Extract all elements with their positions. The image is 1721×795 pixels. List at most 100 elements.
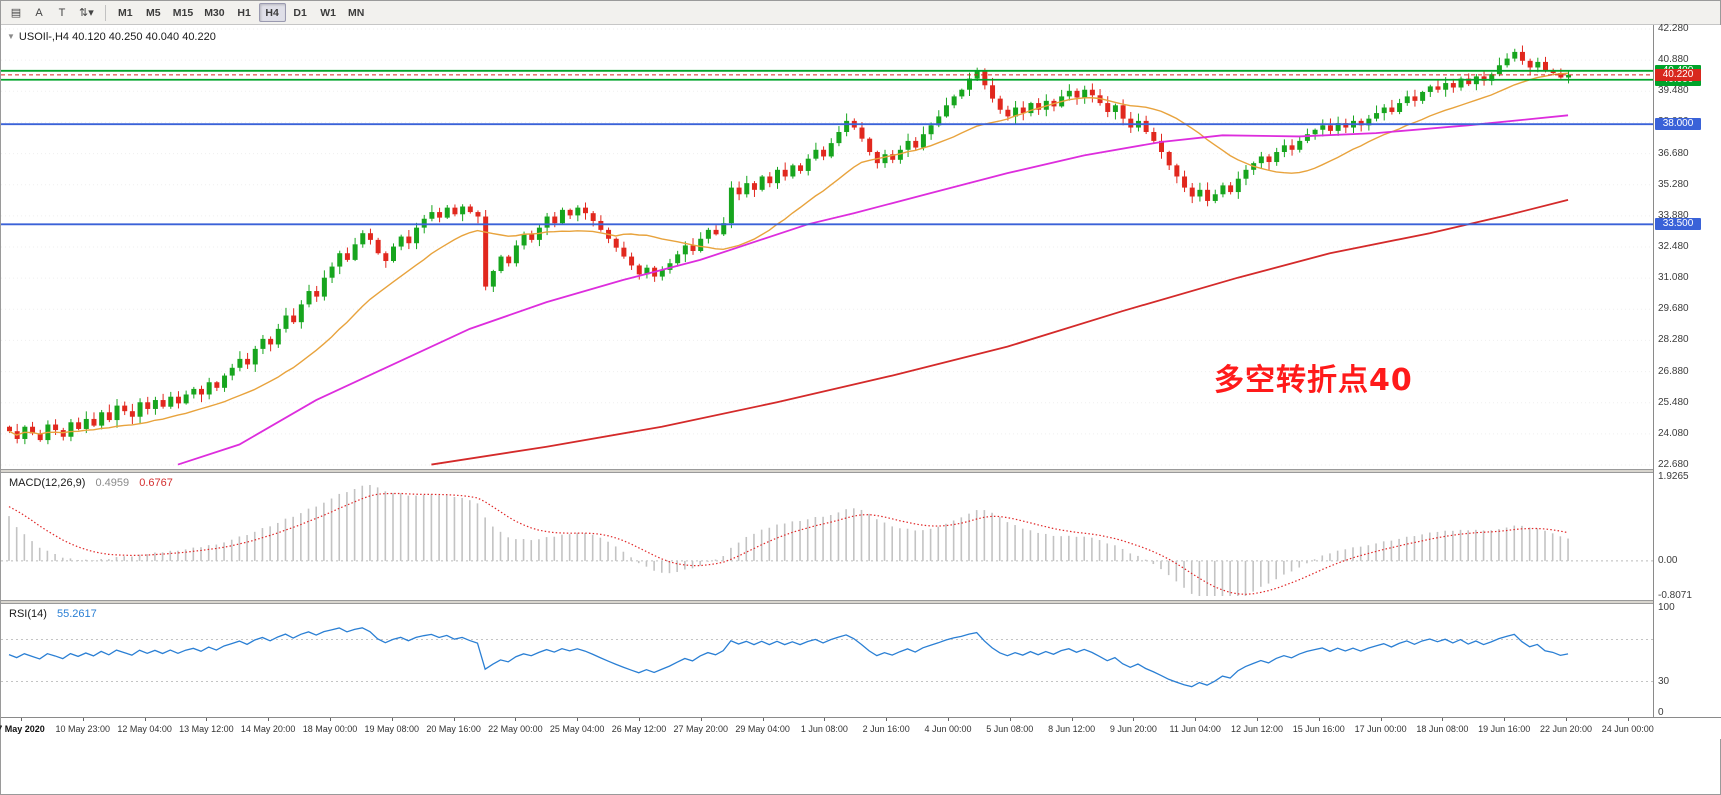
time-tick xyxy=(515,718,517,721)
time-tick xyxy=(1442,718,1444,721)
time-tick xyxy=(639,718,640,721)
rsi-canvas[interactable] xyxy=(1,604,1653,717)
rsi-indicator-name: RSI(14) xyxy=(9,608,47,620)
macd-signal-value: 0.6767 xyxy=(139,477,173,489)
timeframe-button-m1[interactable]: M1 xyxy=(117,6,133,19)
timeframe-button-m30[interactable]: M30 xyxy=(204,6,225,19)
time-label: 15 Jun 16:00 xyxy=(1292,724,1345,734)
hline-badge-38.000: 38.000 xyxy=(1655,118,1701,131)
rsi-panel: RSI(14) 55.2617 xyxy=(1,604,1653,717)
axis-label: 0.00 xyxy=(1658,554,1678,566)
time-tick xyxy=(1257,718,1258,721)
rsi-value: 55.2617 xyxy=(56,608,97,620)
time-label: 29 May 04:00 xyxy=(735,724,790,734)
splitter-macd[interactable] xyxy=(1,469,1721,473)
time-label: 22 Jun 20:00 xyxy=(1539,724,1593,734)
time-label: 18 May 00:00 xyxy=(302,724,358,734)
time-label: 14 May 20:00 xyxy=(240,724,296,734)
collapse-chart-icon[interactable]: ▼ xyxy=(7,32,15,41)
time-tick xyxy=(1195,718,1197,721)
time-tick xyxy=(1318,718,1320,721)
timeframe-button-w1[interactable]: W1 xyxy=(320,6,336,19)
timeframe-button-m15[interactable]: M15 xyxy=(172,6,194,19)
splitter-rsi[interactable] xyxy=(1,600,1721,604)
price-axis[interactable]: 42.28040.88039.48038.08036.68035.28033.8… xyxy=(1653,23,1721,718)
time-label: 8 Jun 12:00 xyxy=(1048,724,1096,734)
macd-main-value: 0.4959 xyxy=(95,477,130,489)
rsi-label: RSI(14) 55.2617 xyxy=(9,608,97,620)
time-label: 9 Jun 20:00 xyxy=(1109,724,1157,734)
timeframe-button-mn[interactable]: MN xyxy=(347,6,365,19)
time-label: 11 Jun 04:00 xyxy=(1169,724,1221,734)
chart-window-button[interactable]: ▤ xyxy=(10,7,22,19)
axis-label: 35.280 xyxy=(1658,178,1689,190)
time-tick xyxy=(948,718,949,721)
time-tick xyxy=(1380,718,1382,721)
time-label: 25 May 04:00 xyxy=(549,724,605,734)
time-tick xyxy=(453,718,455,721)
axis-label: 22.680 xyxy=(1658,459,1689,470)
time-label: 22 May 00:00 xyxy=(488,724,543,734)
axis-label: 33.880 xyxy=(1658,209,1689,221)
time-label: 5 Jun 08:00 xyxy=(986,724,1034,734)
timeframe-button-m5[interactable]: M5 xyxy=(145,6,161,19)
axis-label: 31.080 xyxy=(1658,272,1689,284)
text-tool-button[interactable]: T xyxy=(58,6,66,19)
time-tick xyxy=(700,718,702,721)
macd-indicator-name: MACD(12,26,9) xyxy=(9,477,86,489)
axis-label: 25.480 xyxy=(1658,396,1689,408)
time-tick xyxy=(21,718,22,721)
axis-label: 39.480 xyxy=(1658,85,1689,97)
timeframe-button-h1[interactable]: H1 xyxy=(237,6,251,19)
annotation-text[interactable]: 多空转折点40 xyxy=(1214,363,1413,398)
text-label-button[interactable]: A xyxy=(35,6,43,19)
time-tick xyxy=(82,718,84,721)
time-label: 27 May 20:00 xyxy=(673,724,729,734)
time-label: 7 May 2020 xyxy=(0,724,45,734)
time-label: 20 May 16:00 xyxy=(426,724,481,734)
macd-canvas[interactable] xyxy=(1,473,1653,600)
time-tick xyxy=(577,718,579,721)
time-label: 1 Jun 08:00 xyxy=(800,724,848,734)
time-label: 24 Jun 00:00 xyxy=(1601,724,1654,734)
time-label: 13 May 12:00 xyxy=(179,724,234,734)
axis-label: 100 xyxy=(1658,602,1675,613)
symbol-ohlc-text: USOIl-,H4 40.120 40.250 40.040 40.220 xyxy=(18,31,216,43)
time-label: 12 Jun 12:00 xyxy=(1230,724,1284,734)
time-label: 17 Jun 00:00 xyxy=(1354,724,1407,734)
time-tick xyxy=(886,718,888,721)
hline-badge-33.500: 33.500 xyxy=(1655,218,1701,231)
time-tick xyxy=(1071,718,1073,721)
macd-label: MACD(12,26,9) 0.4959 0.6767 xyxy=(9,477,173,489)
time-tick xyxy=(1566,718,1567,721)
time-label: 19 Jun 16:00 xyxy=(1478,724,1531,734)
time-axis[interactable]: 7 May 2020 10 May 23:00 12 May 04:00 13 May… xyxy=(0,717,1721,739)
time-label: 10 May 23:00 xyxy=(55,724,111,734)
time-tick xyxy=(824,718,826,721)
timeframe-button-h4[interactable]: H4 xyxy=(258,3,286,22)
main-chart-panel: ▼ USOIl-,H4 40.120 40.250 40.040 40.220 多… xyxy=(1,25,1653,469)
axis-label: 36.680 xyxy=(1658,147,1689,159)
axis-label: 29.680 xyxy=(1658,303,1689,315)
current-price-badge: 40.220 xyxy=(1655,68,1701,81)
axis-label: 1.9265 xyxy=(1658,471,1689,482)
time-label: 12 May 04:00 xyxy=(117,724,172,734)
time-tick xyxy=(330,718,331,721)
chart-title: ▼ USOIl-,H4 40.120 40.250 40.040 40.220 xyxy=(7,31,216,43)
candlestick-canvas[interactable] xyxy=(1,25,1653,469)
timeframe-button-d1[interactable]: D1 xyxy=(293,6,307,19)
time-tick xyxy=(1627,718,1629,721)
time-tick xyxy=(268,718,270,721)
toolbar-separator xyxy=(104,4,106,21)
axis-label: 42.280 xyxy=(1658,23,1689,34)
time-tick xyxy=(391,718,393,721)
axis-label: 0 xyxy=(1658,707,1664,718)
time-label: 26 May 12:00 xyxy=(611,724,667,734)
time-tick xyxy=(1133,718,1135,721)
axis-label: 24.080 xyxy=(1658,427,1689,439)
axis-label: 26.880 xyxy=(1658,365,1689,377)
toolbar: ▤ A T ⇅▾ M1 M5 M15 M30 H1 H4 D1 W1 MN xyxy=(1,1,1720,25)
time-tick xyxy=(1504,718,1506,721)
objects-dropdown-button[interactable]: ⇅▾ xyxy=(79,7,94,19)
